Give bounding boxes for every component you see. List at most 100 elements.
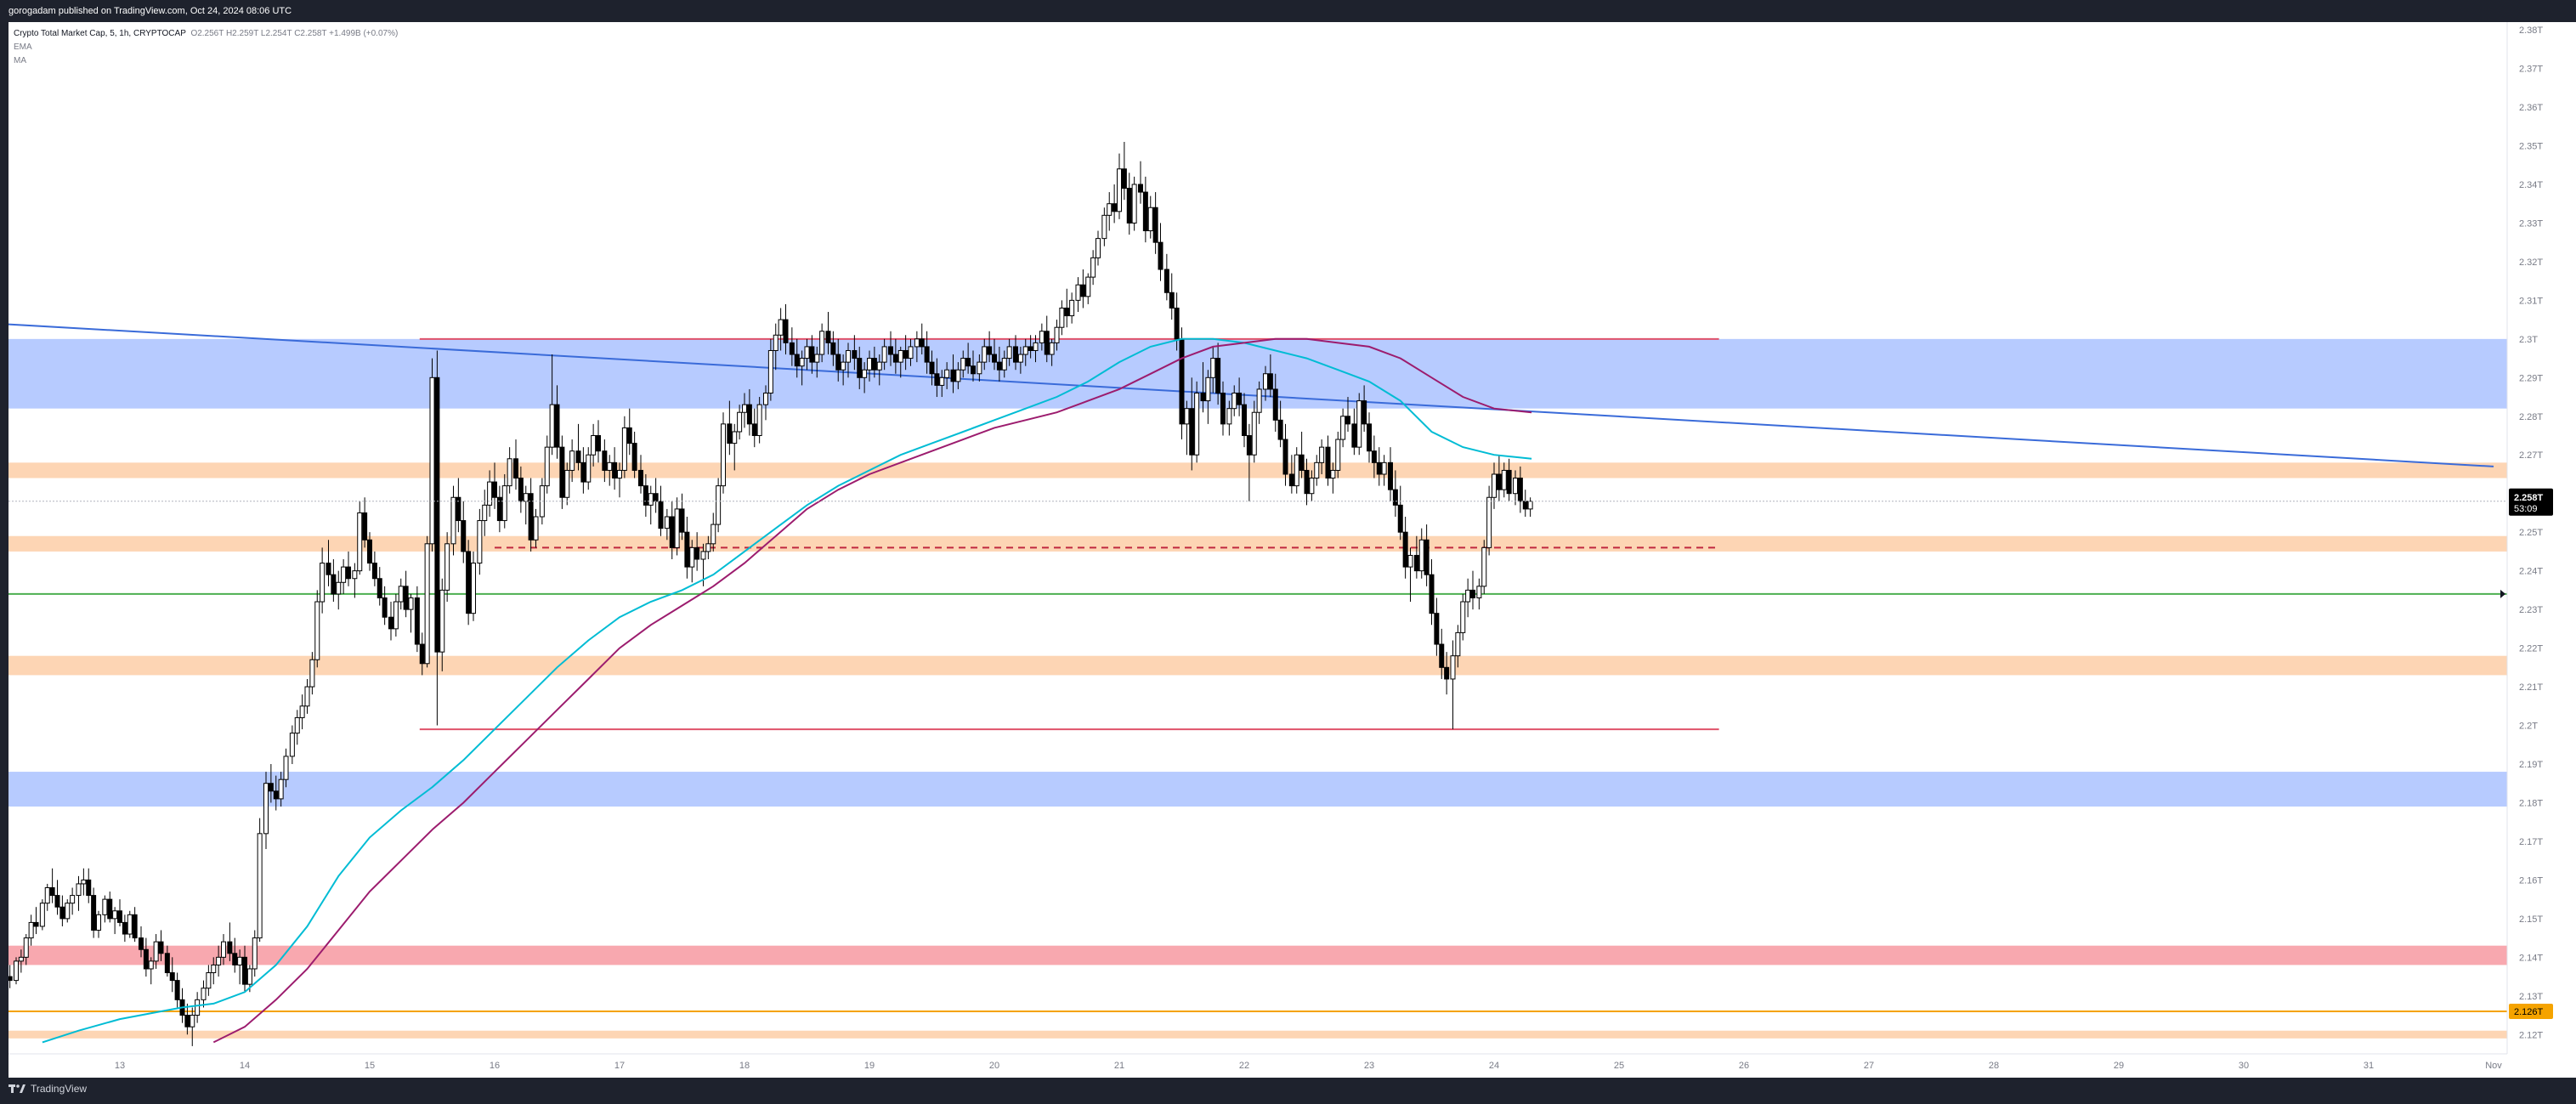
- candle-up: [201, 988, 207, 1000]
- price-tick: 2.35T: [2519, 141, 2543, 151]
- price-tick: 2.22T: [2519, 644, 2543, 654]
- candle-up: [1335, 439, 1341, 471]
- candle-down: [1152, 207, 1158, 243]
- time-tick: 20: [989, 1061, 999, 1071]
- time-tick: 21: [1114, 1061, 1124, 1071]
- candle-down: [626, 427, 632, 444]
- price-axis[interactable]: 2.38T 2.37T 2.36T 2.35T 2.34T 2.33T 2.32T 2.31T…: [2506, 22, 2576, 1054]
- candle-down: [830, 342, 836, 355]
- candle-up: [1527, 501, 1533, 510]
- candle-up: [341, 566, 347, 583]
- candle-up: [482, 504, 488, 522]
- candle-down: [8, 976, 13, 982]
- candle-down: [965, 358, 971, 367]
- candle-down: [1496, 473, 1502, 490]
- candle-up: [977, 361, 982, 375]
- candle-down: [1413, 554, 1419, 572]
- candle-down: [903, 349, 909, 360]
- candle-down: [669, 516, 675, 548]
- candle-down: [492, 481, 497, 498]
- time-axis[interactable]: 13 14 15 16 17 18 19 20 21 22 23 24 25 26 27 28 29 30 31 No…: [8, 1053, 2576, 1078]
- candle-up: [127, 914, 133, 935]
- candle-up: [148, 960, 154, 970]
- candle-down: [1371, 450, 1377, 463]
- candle-up: [352, 570, 358, 580]
- candle-up: [1006, 346, 1012, 360]
- candle-down: [326, 563, 331, 575]
- candle-up: [721, 423, 727, 487]
- candle-down: [727, 423, 733, 444]
- candle-down: [54, 895, 60, 908]
- candle-down: [1522, 501, 1528, 510]
- candle-up: [778, 319, 784, 336]
- candle-up: [1054, 326, 1060, 343]
- candle-down: [184, 1015, 190, 1028]
- candle-down: [825, 331, 831, 343]
- candle-down: [992, 354, 997, 363]
- time-tick: 28: [1989, 1061, 1999, 1071]
- candle-down: [1044, 331, 1050, 355]
- candle-up: [39, 903, 45, 927]
- candle-down: [1277, 419, 1283, 440]
- candle-down: [1158, 241, 1163, 270]
- candle-down: [1387, 461, 1393, 490]
- candle-down: [919, 338, 925, 348]
- candle-up: [1033, 342, 1039, 351]
- candle-down: [794, 354, 800, 367]
- price-tick: 2.21T: [2519, 682, 2543, 693]
- candle-up: [102, 898, 108, 915]
- tradingview-logo[interactable]: TradingView: [8, 1083, 87, 1095]
- time-tick: 23: [1364, 1061, 1374, 1071]
- candle-up: [283, 756, 289, 780]
- candle-up: [1049, 342, 1055, 355]
- time-tick: 31: [2364, 1061, 2374, 1071]
- candle-up: [1131, 184, 1137, 224]
- candle-up: [1460, 601, 1466, 633]
- candle-up: [648, 493, 654, 506]
- candle-down: [1402, 531, 1408, 568]
- candle-up: [700, 551, 706, 560]
- candle-up: [278, 778, 284, 800]
- candle-down: [971, 365, 977, 375]
- candle-down: [1325, 446, 1331, 479]
- candle-up: [76, 883, 82, 897]
- candle-down: [1169, 292, 1175, 309]
- candle-up: [762, 392, 768, 405]
- candle-down: [1080, 284, 1086, 297]
- candle-down: [783, 319, 789, 343]
- candle-up: [1309, 478, 1315, 495]
- candle-up: [471, 563, 477, 614]
- publish-header: gorogadam published on TradingView.com, …: [0, 0, 2576, 22]
- candle-up: [1418, 539, 1424, 572]
- candle-down: [232, 953, 238, 965]
- candle-up: [252, 937, 258, 970]
- candle-down: [612, 461, 618, 479]
- candle-down: [1439, 643, 1445, 668]
- candle-down: [33, 921, 39, 927]
- candle-down: [1064, 307, 1070, 317]
- candle-up: [1314, 461, 1320, 479]
- candle-down: [658, 501, 664, 529]
- candle-down: [575, 450, 581, 463]
- candle-up: [70, 895, 76, 904]
- candle-down: [1517, 478, 1523, 502]
- candle-up: [564, 469, 570, 498]
- candle-down: [1137, 184, 1143, 193]
- candle-up: [819, 331, 825, 355]
- candle-up: [28, 921, 34, 939]
- candle-up: [621, 427, 627, 471]
- candle-down: [86, 879, 92, 897]
- price-tick: 2.25T: [2519, 528, 2543, 538]
- candle-down: [892, 354, 898, 363]
- candle-up: [299, 705, 305, 718]
- candle-down: [419, 643, 425, 665]
- candle-down: [1392, 489, 1398, 506]
- candle-up: [190, 1015, 195, 1028]
- zones-layer: [8, 338, 2507, 1039]
- candle-down: [929, 361, 935, 375]
- candle-down: [751, 423, 757, 437]
- legend-ma[interactable]: MA: [14, 56, 26, 65]
- legend-ema[interactable]: EMA: [14, 42, 32, 52]
- candle-down: [346, 566, 352, 580]
